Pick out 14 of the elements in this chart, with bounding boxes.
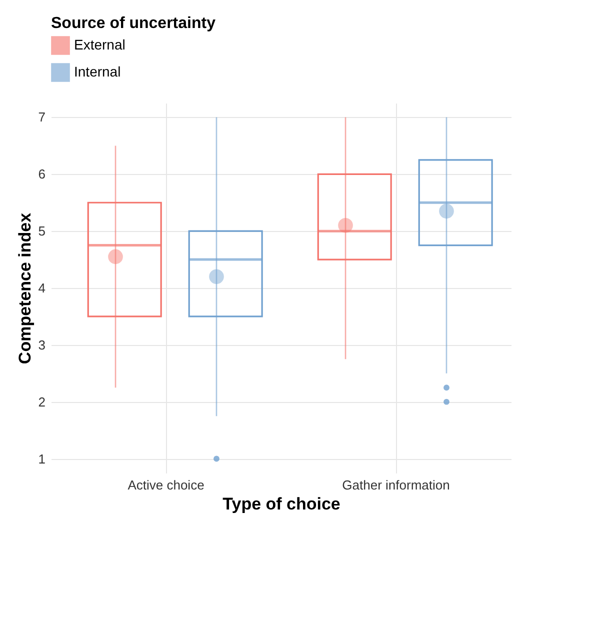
y-tick-label: 1: [38, 451, 46, 466]
x-axis-title: Type of choice: [222, 494, 340, 514]
y-tick-label: 7: [38, 110, 46, 125]
legend-label: Internal: [74, 64, 121, 80]
legend-label: External: [74, 36, 126, 52]
y-tick-label: 3: [38, 337, 46, 352]
x-tick-label: Gather information: [342, 478, 450, 492]
legend-title: Source of uncertainty: [51, 15, 216, 32]
x-tick-label: Active choice: [128, 478, 204, 492]
y-tick-label: 5: [38, 224, 46, 239]
y-tick-label: 4: [38, 280, 46, 296]
y-tick-label: 6: [38, 166, 46, 182]
y-axis-title: Competence index: [15, 212, 34, 364]
y-tick-label: 2: [38, 394, 46, 410]
